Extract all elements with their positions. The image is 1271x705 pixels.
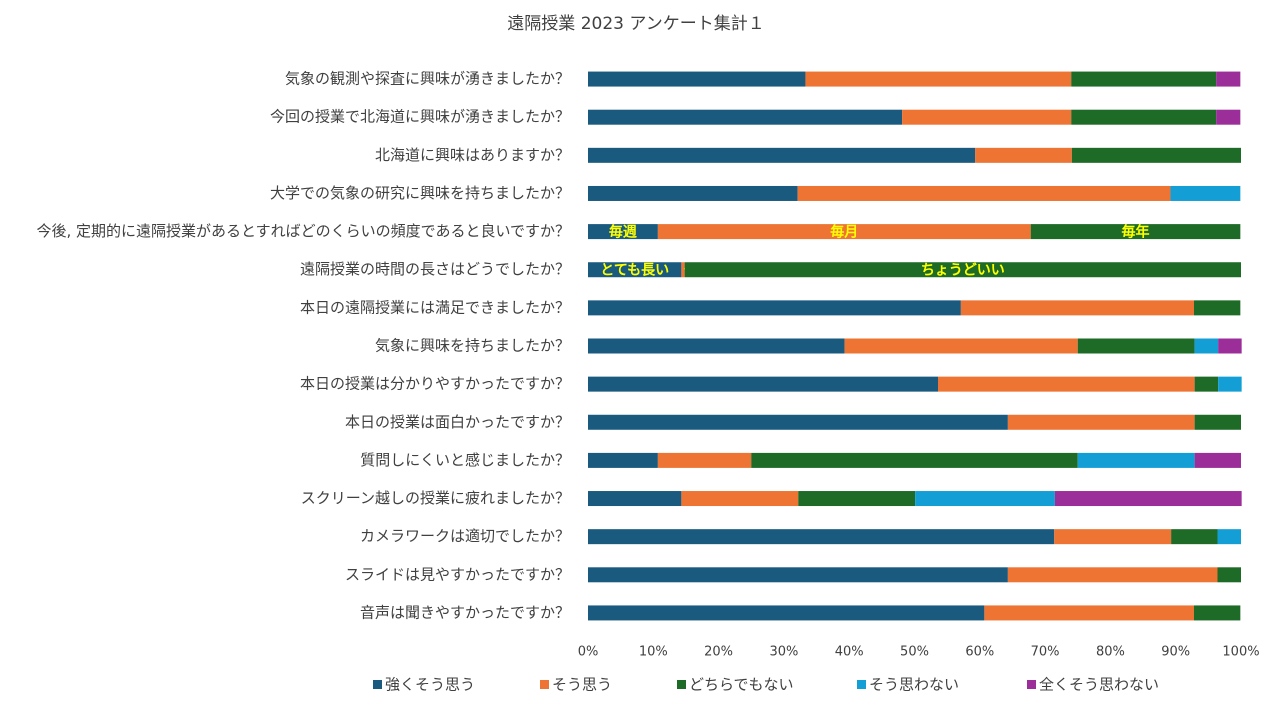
bar-segment <box>1071 71 1217 87</box>
segment-label: 毎年 <box>1122 224 1150 241</box>
segment-label: 毎月 <box>830 224 858 241</box>
bar-segment <box>1030 224 1241 240</box>
category-label: カメラワークは適切でしたか？ <box>360 527 570 545</box>
bar-segment <box>588 109 903 125</box>
bar-segment <box>1194 452 1241 468</box>
legend-swatch <box>677 680 686 689</box>
legend-label: そう思わない <box>869 676 959 694</box>
category-label: 遠隔授業の時間の長さはどうでしたか？ <box>300 260 570 278</box>
category-label: 本日の授業は面白かったですか？ <box>345 413 570 431</box>
x-tick-label: 100% <box>1222 645 1259 660</box>
bar-segment <box>1077 338 1195 354</box>
bar-segment <box>844 338 1078 354</box>
legend-label: 全くそう思わない <box>1039 676 1159 694</box>
bar-segment <box>1077 452 1195 468</box>
bar-segment <box>684 262 1241 278</box>
legend-swatch <box>857 680 866 689</box>
bar-segment <box>805 71 1072 87</box>
x-tick-label: 70% <box>1031 645 1060 660</box>
chart-title: 遠隔授業 2023 アンケート集計１ <box>507 14 764 34</box>
segment-label: 毎週 <box>609 224 637 241</box>
bar-segment <box>657 224 1031 240</box>
bar-segment <box>798 491 916 507</box>
bar-segment <box>588 185 798 201</box>
bar-segment <box>938 376 1195 392</box>
category-label: 大学での気象の研究に興味を持ちましたか？ <box>270 184 570 202</box>
bar-segment <box>1194 338 1219 354</box>
category-label: 今後, 定期的に遠隔授業があるとすればどのくらいの頻度であると良いですか？ <box>37 222 571 240</box>
bar-segment <box>1007 414 1195 430</box>
bar-segment <box>588 567 1008 583</box>
category-label: 気象に興味を持ちましたか？ <box>375 337 570 355</box>
x-tick-label: 20% <box>704 645 733 660</box>
bar-segment <box>588 491 682 507</box>
bar-segment <box>588 300 961 316</box>
bar-segment <box>1218 338 1242 354</box>
bar-segment <box>1216 71 1241 87</box>
x-tick-label: 90% <box>1161 645 1190 660</box>
category-label: 北海道に興味はありますか？ <box>375 146 570 164</box>
bar-segment <box>915 491 1055 507</box>
bar-segment <box>588 376 939 392</box>
bar-segment <box>984 605 1194 621</box>
category-label: 本日の授業は分かりやすかったですか？ <box>300 375 570 393</box>
bar-segment <box>1054 491 1242 507</box>
bar-segment <box>1170 185 1241 201</box>
x-tick-label: 50% <box>900 645 929 660</box>
category-label: 今回の授業で北海道に興味が湧きましたか？ <box>270 108 570 126</box>
legend-label: どちらでもない <box>689 676 794 694</box>
bar-segment <box>1071 147 1241 163</box>
legend-swatch <box>373 680 382 689</box>
bar-segment <box>588 452 658 468</box>
category-label: 音声は聞きやすかったですか？ <box>360 603 570 621</box>
bar-segment <box>1216 109 1241 125</box>
bar-segment <box>1217 567 1241 583</box>
bar-segment <box>1194 376 1219 392</box>
bar-segment <box>960 300 1194 316</box>
bar-segment <box>588 262 682 278</box>
bar-segment <box>588 147 976 163</box>
category-label: スライドは見やすかったですか？ <box>345 565 570 583</box>
bar-segment <box>751 452 1078 468</box>
x-tick-label: 80% <box>1096 645 1125 660</box>
bar-segment <box>588 605 985 621</box>
legend-swatch <box>1027 680 1036 689</box>
x-tick-label: 60% <box>965 645 994 660</box>
legend-label: 強くそう思う <box>385 676 475 694</box>
bar-segment <box>1171 529 1218 545</box>
bar-segment <box>975 147 1072 163</box>
bar-segment <box>1071 109 1217 125</box>
bar-segment <box>681 262 685 278</box>
x-tick-label: 30% <box>769 645 798 660</box>
category-label: 本日の遠隔授業には満足できましたか？ <box>300 298 570 316</box>
segment-label: ちょうどいい <box>921 263 1005 279</box>
bar-segment <box>1007 567 1218 583</box>
bar-segment <box>588 71 806 87</box>
bar-segment <box>588 338 845 354</box>
x-tick-label: 0% <box>578 645 599 660</box>
x-tick-label: 10% <box>639 645 668 660</box>
category-label: 気象の観測や探査に興味が湧きましたか？ <box>285 70 570 88</box>
bar-segment <box>1054 529 1172 545</box>
legend-swatch <box>540 680 549 689</box>
legend-label: そう思う <box>552 676 612 694</box>
bar-segment <box>902 109 1072 125</box>
category-label: 質問しにくいと感じましたか？ <box>360 451 570 469</box>
bar-segment <box>1217 529 1241 545</box>
bar-segment <box>1193 605 1241 621</box>
bar-segment <box>588 529 1055 545</box>
segment-label: とても長い <box>600 263 669 279</box>
bar-segment <box>588 414 1008 430</box>
bar-segment <box>588 224 658 240</box>
bar-segment <box>1218 376 1242 392</box>
category-label: スクリーン越しの授業に疲れましたか？ <box>301 489 570 507</box>
bar-segment <box>681 491 799 507</box>
bar-segment <box>797 185 1171 201</box>
bar-segment <box>657 452 752 468</box>
x-tick-label: 40% <box>835 645 864 660</box>
bar-segment <box>1194 414 1241 430</box>
bar-segment <box>1193 300 1241 316</box>
